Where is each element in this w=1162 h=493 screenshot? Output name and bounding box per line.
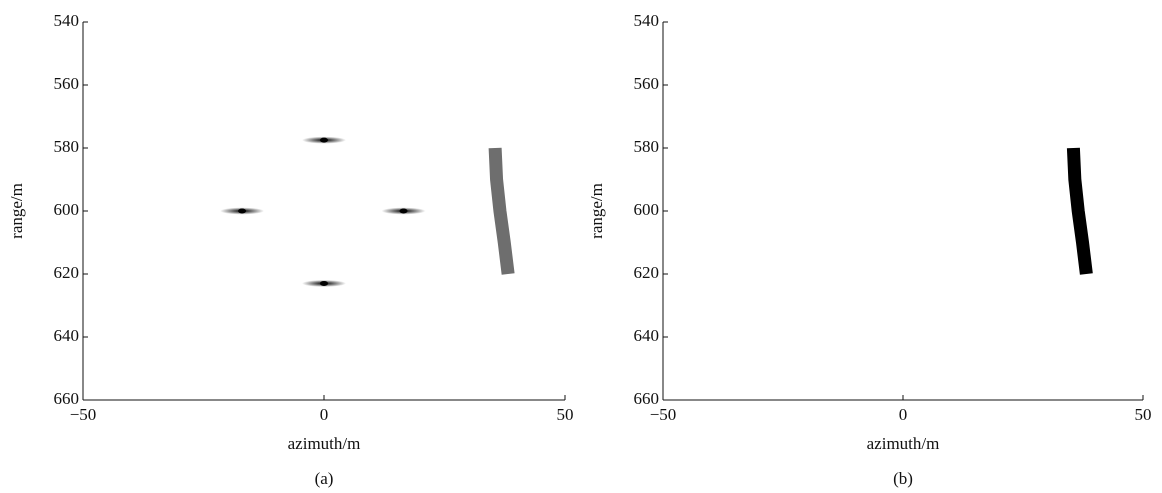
y-axis-label: range/m <box>587 183 606 239</box>
point-core <box>320 281 328 286</box>
y-tick-label: 640 <box>54 326 80 345</box>
y-tick-label: 560 <box>54 74 80 93</box>
y-tick-label: 600 <box>634 200 660 219</box>
point-core <box>238 209 246 214</box>
point-core <box>320 138 328 143</box>
x-tick-label: 0 <box>899 405 908 424</box>
y-tick-label: 540 <box>634 11 660 30</box>
x-tick-label: 50 <box>557 405 574 424</box>
x-tick-label: −50 <box>70 405 97 424</box>
strip-target <box>1073 148 1086 274</box>
y-tick-label: 600 <box>54 200 80 219</box>
x-tick-label: 0 <box>320 405 329 424</box>
x-tick-label: −50 <box>650 405 677 424</box>
caption: (a) <box>315 469 334 488</box>
figure: 540560580600620640660−50050azimuth/mrang… <box>0 0 1162 493</box>
y-tick-label: 620 <box>634 263 660 282</box>
y-tick-label: 640 <box>634 326 660 345</box>
x-axis-label: azimuth/m <box>288 434 361 453</box>
strip-target <box>495 148 508 274</box>
y-tick-label: 540 <box>54 11 80 30</box>
y-tick-label: 560 <box>634 74 660 93</box>
x-tick-label: 50 <box>1135 405 1152 424</box>
x-axis-label: azimuth/m <box>867 434 940 453</box>
caption: (b) <box>893 469 913 488</box>
y-axis-label: range/m <box>7 183 26 239</box>
point-core <box>400 209 408 214</box>
y-tick-label: 580 <box>634 137 660 156</box>
y-tick-label: 580 <box>54 137 80 156</box>
y-tick-label: 620 <box>54 263 80 282</box>
